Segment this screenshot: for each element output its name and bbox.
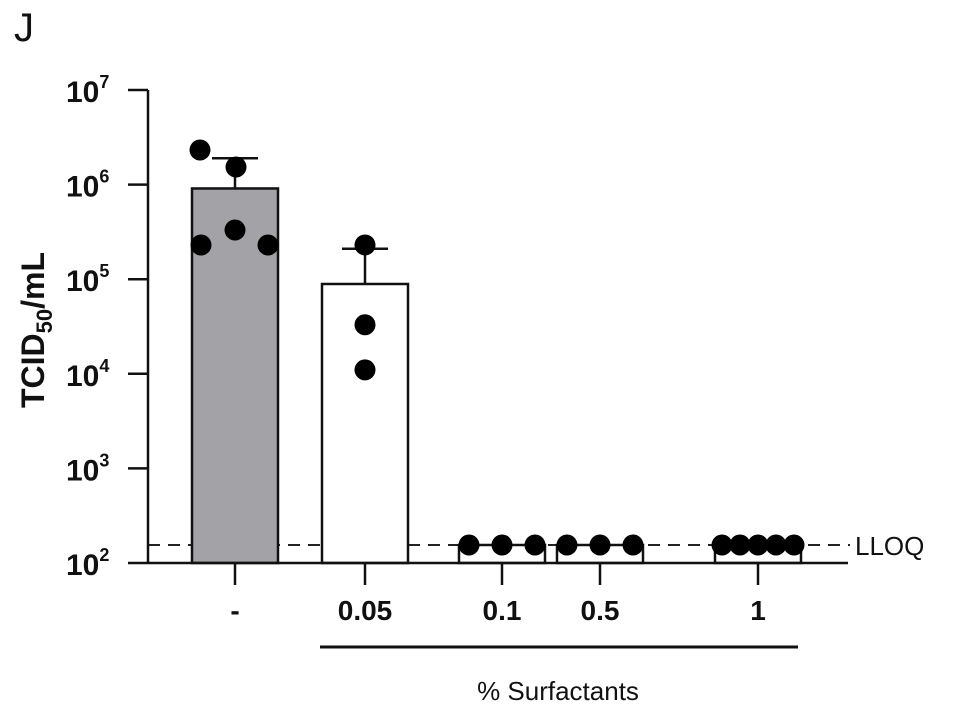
x-tick-label: -: [230, 595, 239, 626]
y-tick-label: 107: [66, 72, 109, 109]
data-point: [189, 139, 211, 161]
x-axis-label: % Surfactants: [477, 676, 639, 706]
x-tick-label: 1: [750, 595, 766, 626]
data-point: [225, 156, 247, 178]
data-point: [524, 534, 546, 556]
data-point: [622, 534, 644, 556]
x-tick-label: 0.5: [581, 595, 620, 626]
data-point: [747, 534, 769, 556]
data-point: [783, 534, 805, 556]
data-point: [589, 534, 611, 556]
data-point: [765, 534, 787, 556]
y-tick-label: 103: [66, 450, 109, 487]
data-point: [491, 534, 513, 556]
x-tick-label: 0.05: [338, 595, 393, 626]
panel-label: J: [14, 6, 34, 50]
lloq-label: LLOQ: [855, 531, 924, 561]
y-axis-label: TCID50/mL: [15, 252, 57, 408]
data-point: [729, 534, 751, 556]
data-point: [257, 234, 279, 256]
data-point: [224, 219, 246, 241]
data-point: [190, 234, 212, 256]
y-tick-label: 105: [66, 261, 109, 298]
data-point: [354, 234, 376, 256]
y-tick-label: 106: [66, 167, 109, 204]
x-tick-label: 0.1: [483, 595, 522, 626]
data-point: [354, 314, 376, 336]
data-point: [711, 534, 733, 556]
data-point: [458, 534, 480, 556]
y-tick-label: 102: [66, 545, 109, 582]
y-tick-label: 104: [66, 356, 109, 393]
data-point: [354, 359, 376, 381]
data-point: [556, 534, 578, 556]
